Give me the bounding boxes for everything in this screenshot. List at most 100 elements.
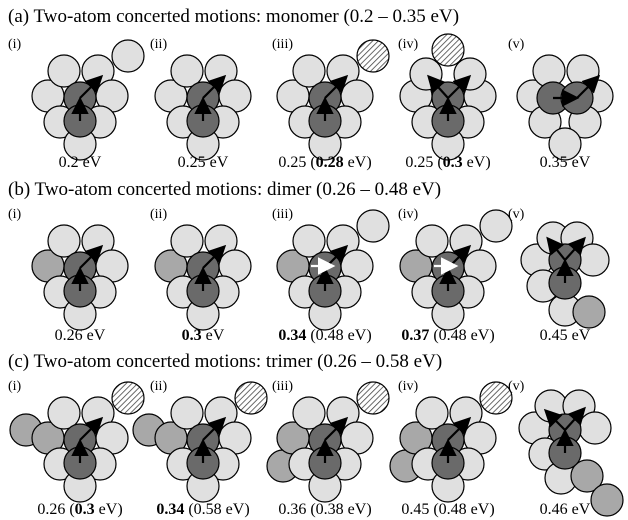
caption: 0.2 eV <box>59 154 102 171</box>
panel: (i) 0.26 eV <box>8 207 129 344</box>
panel-label: (i) <box>8 379 22 394</box>
atom <box>111 381 145 415</box>
caption: 0.34 (0.48 eV) <box>278 327 371 344</box>
atom <box>479 381 513 415</box>
arrow <box>447 416 472 441</box>
caption-part: eV <box>202 327 225 344</box>
atom <box>572 295 606 329</box>
caption: 0.25 eV <box>178 154 229 171</box>
atom <box>234 381 268 415</box>
arrow <box>576 74 601 99</box>
row-title: (c) Two-atom concerted motions: trimer (… <box>8 351 442 372</box>
atom <box>47 396 81 430</box>
caption-part: 0.37 <box>401 327 429 344</box>
atom <box>292 224 326 258</box>
atom <box>415 224 449 258</box>
atom <box>356 209 390 243</box>
caption-part: (0.48 eV) <box>429 327 494 344</box>
caption-part: 0.3 <box>443 154 463 171</box>
caption: 0.45 (0.48 eV) <box>401 501 494 518</box>
panel: (v) 0.45 eV <box>508 207 610 344</box>
caption-part: 0.25 ( <box>405 154 442 171</box>
arrow <box>543 408 566 431</box>
panel-label: (i) <box>8 207 22 222</box>
atom <box>47 224 81 258</box>
caption-part: 0.25 ( <box>278 154 315 171</box>
arrow <box>324 74 349 99</box>
panel: (iv) 0.37 (0.48 eV) <box>398 207 513 344</box>
caption-part: 0.3 <box>182 327 202 344</box>
panel-label: (iii) <box>272 379 293 394</box>
panel: (v) 0.46 eV <box>508 379 624 518</box>
atom <box>111 39 145 73</box>
caption: 0.3 eV <box>182 327 225 344</box>
panel-label: (v) <box>508 37 525 52</box>
panel-label: (v) <box>508 379 525 394</box>
atom <box>170 54 204 88</box>
caption: 0.26 (0.3 eV) <box>37 501 122 518</box>
arrow <box>202 244 227 269</box>
panel: (iv) 0.45 (0.48 eV) <box>389 379 513 518</box>
arrow <box>79 416 104 441</box>
arrow <box>202 416 227 441</box>
caption-part: 0.45 (0.48 eV) <box>401 501 494 518</box>
atom <box>578 411 612 445</box>
panel: (ii) 0.25 eV <box>150 37 252 171</box>
panel: (iii) 0.34 (0.48 eV) <box>272 207 390 344</box>
panel: (i) 0.2 eV <box>8 37 145 171</box>
caption: 0.25 (0.3 eV) <box>405 154 490 171</box>
atom <box>47 54 81 88</box>
arrow <box>564 236 586 261</box>
atom <box>431 33 465 67</box>
panel-label: (ii) <box>150 207 167 222</box>
panel: (v) 0.35 eV <box>508 37 614 171</box>
panel-label: (ii) <box>150 37 167 52</box>
caption: 0.34 (0.58 eV) <box>156 501 249 518</box>
caption-part: 0.26 ( <box>37 501 74 518</box>
caption: 0.36 (0.38 eV) <box>278 501 371 518</box>
caption-part: (0.48 eV) <box>306 327 371 344</box>
caption: 0.35 eV <box>540 154 591 171</box>
caption-part: eV) <box>344 154 372 171</box>
arrow <box>546 236 566 261</box>
atom <box>170 224 204 258</box>
panel: (iii) 0.36 (0.38 eV) <box>266 379 390 518</box>
atom <box>415 396 449 430</box>
atom <box>292 54 326 88</box>
panel: (iv) 0.25 (0.3 eV) <box>398 33 497 171</box>
caption-part: (0.58 eV) <box>184 501 249 518</box>
atom <box>570 459 604 493</box>
atom <box>453 57 487 91</box>
atom <box>479 209 513 243</box>
atom <box>548 127 582 161</box>
caption: 0.45 eV <box>540 327 591 344</box>
atom <box>170 396 204 430</box>
panel-label: (iv) <box>398 37 419 52</box>
panel-label: (i) <box>8 37 22 52</box>
caption-part: 0.26 eV <box>55 327 106 344</box>
arrow <box>447 74 472 99</box>
caption-part: eV) <box>463 154 491 171</box>
caption-part: 0.28 <box>316 154 344 171</box>
arrow <box>202 74 227 99</box>
caption-part: 0.34 <box>278 327 306 344</box>
caption-part: 0.3 <box>75 501 95 518</box>
caption: 0.46 eV <box>540 501 591 518</box>
panel-label: (iv) <box>398 379 419 394</box>
panel-label: (iii) <box>272 207 293 222</box>
arrow <box>324 416 349 441</box>
arrow <box>79 74 104 99</box>
caption-part: 0.46 eV <box>540 501 591 518</box>
arrow <box>427 74 449 99</box>
caption-part: 0.36 (0.38 eV) <box>278 501 371 518</box>
caption-part: 0.2 eV <box>59 154 102 171</box>
panel: (i) 0.26 (0.3 eV) <box>8 379 145 518</box>
caption-part: eV) <box>95 501 123 518</box>
row-title: (a) Two-atom concerted motions: monomer … <box>8 6 459 27</box>
caption-part: 0.34 <box>156 501 184 518</box>
caption-part: 0.45 eV <box>540 327 591 344</box>
caption: 0.25 (0.28 eV) <box>278 154 371 171</box>
atom <box>356 381 390 415</box>
panel-label: (ii) <box>150 379 167 394</box>
row-title: (b) Two-atom concerted motions: dimer (0… <box>8 179 441 200</box>
